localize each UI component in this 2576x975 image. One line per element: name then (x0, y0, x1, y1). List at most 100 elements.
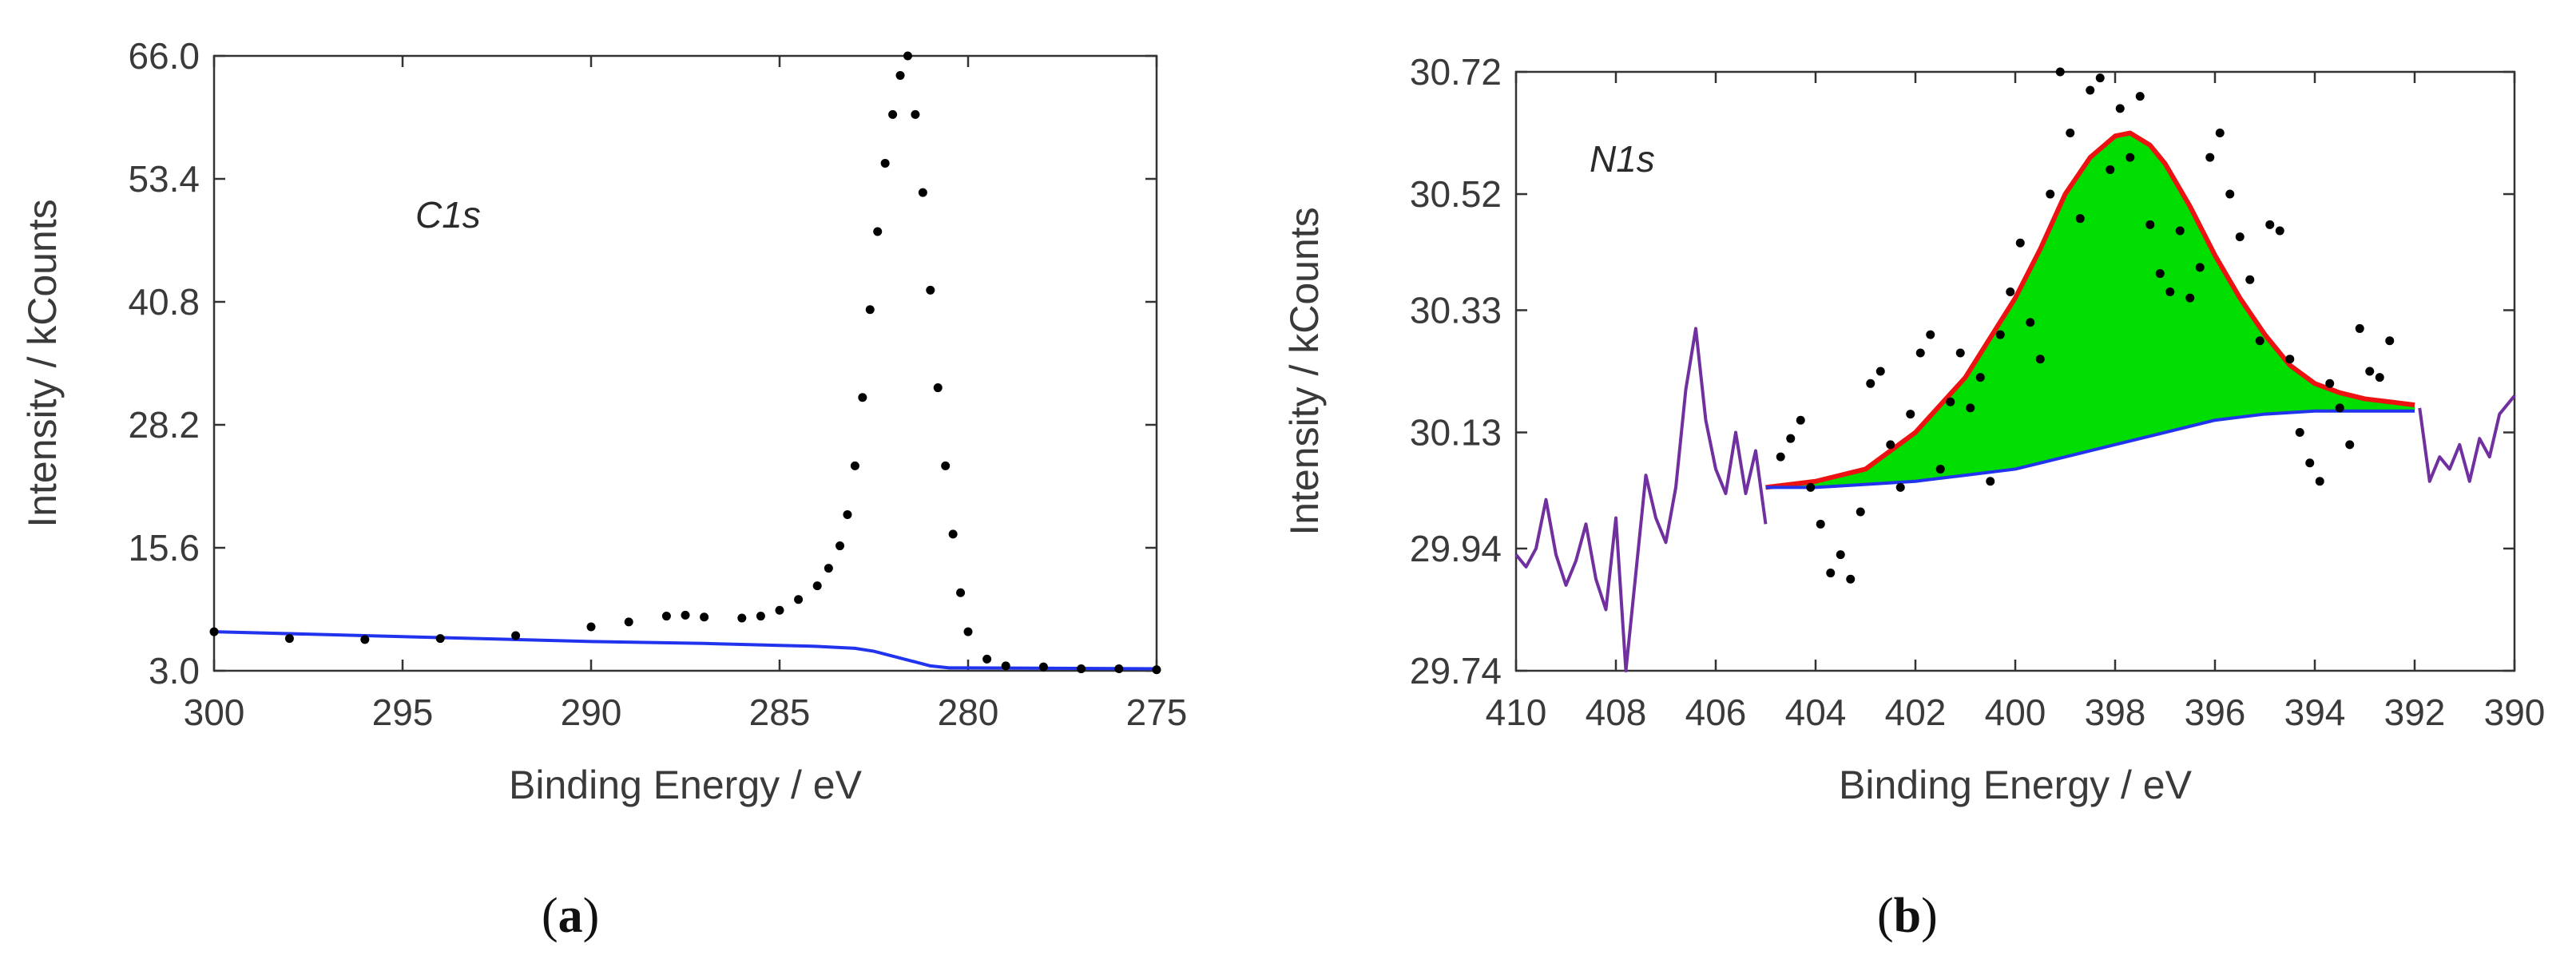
chart1-data-point (2006, 287, 2015, 297)
chart1-y-tick-label: 30.72 (1410, 51, 1502, 93)
chart1-x-tick-label: 390 (2484, 692, 2546, 733)
chart0-data-point (933, 383, 943, 393)
chart0-data-point (895, 70, 905, 80)
chart1-data-point (2255, 336, 2264, 346)
chart1-x-tick-label: 400 (1985, 692, 2046, 733)
caption-b-open: ( (1877, 889, 1894, 943)
chart0-y-tick-label: 40.8 (128, 281, 200, 323)
chart0-data-point (911, 109, 920, 119)
chart0-data-point (836, 541, 845, 551)
chart0-x-axis-label: Binding Energy / eV (509, 763, 863, 807)
chart1-data-point (2385, 336, 2395, 346)
chart0-data-point (624, 617, 633, 627)
chart1-x-tick-label: 402 (1885, 692, 1947, 733)
chart1-x-tick-label: 392 (2384, 692, 2446, 733)
chart0-data-point (956, 588, 966, 597)
chart0-data-point (435, 634, 445, 644)
chart1-data-point (1946, 397, 1955, 406)
chart1-data-point (1776, 452, 1785, 462)
chart1-data-point (1816, 519, 1825, 529)
chart1-data-point (2285, 355, 2295, 364)
chart1-x-tick-label: 408 (1586, 692, 1647, 733)
chart0-data-point (1077, 664, 1086, 674)
chart0-data-point (775, 605, 784, 615)
chart0-data-point (880, 158, 890, 168)
chart-b-svg: 410 408 406 404 402 400 398 396 394 392 390 29.74 29… (1282, 51, 2546, 807)
chart0-data-point (812, 581, 822, 591)
chart1-data-point (2335, 403, 2344, 413)
chart0-data-point (1038, 662, 1048, 672)
chart1-x-tick-label: 404 (1785, 692, 1847, 733)
chart1-data-point (1975, 373, 1985, 382)
chart1-data-point (2125, 153, 2135, 162)
chart1-data-point (1886, 440, 1895, 450)
chart1-data-point (1955, 348, 1965, 358)
chart0-data-point (511, 631, 521, 640)
chart0-data-point (865, 305, 875, 315)
chart0-data-point (963, 627, 973, 636)
chart0-data-point (1152, 665, 1161, 675)
chart0-data-point (681, 610, 690, 620)
chart1-y-axis-label: Intensity / kCounts (1282, 207, 1327, 535)
chart1-data-point (2235, 232, 2245, 242)
chart1-data-point (2185, 293, 2195, 303)
chart1-y-tick-label: 29.94 (1410, 528, 1502, 569)
chart1-data-point (2295, 428, 2304, 438)
chart1-envelope-line (1765, 130, 2415, 490)
chart1-data-point (1846, 574, 1856, 584)
chart1-data-point (1906, 410, 1915, 419)
chart1-spectrum-right-line (2418, 394, 2516, 483)
chart1-data-point (1986, 477, 1995, 486)
chart1-data-point (1895, 482, 1905, 492)
caption-b-close: ) (1921, 889, 1938, 943)
chart1-peak-area (1765, 133, 2415, 488)
chart1-data-point (2165, 287, 2175, 297)
chart0-data-point (700, 612, 709, 622)
chart0-data-point (948, 529, 958, 539)
chart1-y-tick-label: 30.13 (1410, 412, 1502, 454)
chart1-data-point (2026, 318, 2035, 327)
chart0-data-point (873, 227, 883, 236)
chart0-plot-frame (212, 54, 1158, 672)
chart0-y-tick-label: 3.0 (149, 650, 200, 692)
chart1-x-tick-label: 406 (1685, 692, 1747, 733)
chart0-data-point (794, 595, 804, 604)
chart0-data-point (737, 613, 747, 623)
chart1-data-point (1796, 415, 1805, 425)
chart1-data-point (2066, 129, 2075, 138)
chart1-data-point (2305, 458, 2315, 468)
chart1-data-point (1995, 330, 2005, 339)
chart0-data-point (926, 285, 935, 295)
chart1-data-point (2175, 226, 2185, 236)
chart1-data-point (1836, 550, 1845, 560)
chart1-data-point (2075, 214, 2085, 224)
caption-a-letter: a (558, 889, 583, 943)
chart1-annotation: N1s (1590, 138, 1655, 180)
caption-b-letter: b (1893, 889, 1922, 943)
chart1-x-axis-label: Binding Energy / eV (1839, 763, 2193, 807)
chart1-x-tick-label: 410 (1486, 692, 1547, 733)
chart1-data-point (2106, 164, 2115, 174)
chart1-data-point (1866, 379, 1875, 388)
chart1-data-point (2095, 73, 2105, 83)
chart1-data-point (2345, 440, 2355, 450)
chart0-y-tick-label: 15.6 (128, 527, 200, 569)
caption-a-open: ( (542, 889, 558, 943)
chart0-y-tick-label: 28.2 (128, 404, 200, 446)
chart1-data-point (1926, 330, 1935, 339)
chart1-data-point (2325, 379, 2335, 388)
chart0-data-point (982, 654, 992, 664)
chart0-data-point (1114, 664, 1124, 674)
chart-a-svg: 300 295 290 285 280 275 3.0 15.6 28.2 40.8 53.4 66.… (20, 35, 1187, 807)
chart1-data-point (2275, 226, 2284, 236)
chart0-data-point (888, 109, 898, 119)
chart1-data-point (2315, 477, 2324, 486)
chart0-data-point (941, 461, 951, 470)
caption-a: (a) (542, 888, 599, 945)
chart0-data-point (661, 612, 671, 621)
chart1-data-point (1806, 482, 1816, 492)
chart0-data-point (903, 51, 912, 61)
chart0-y-tick-label: 66.0 (128, 35, 200, 77)
chart0-data-point (918, 188, 927, 197)
chart1-data-point (2086, 85, 2095, 95)
